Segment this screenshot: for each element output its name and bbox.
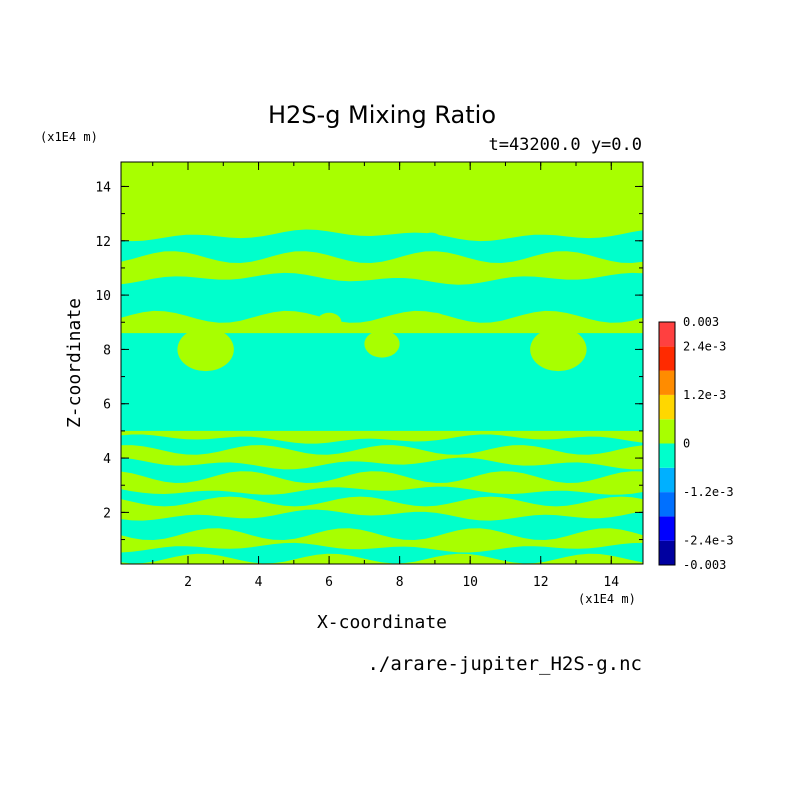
chart-title: H2S-g Mixing Ratio — [268, 101, 496, 129]
plot-frame — [120, 161, 644, 565]
field-feature — [364, 330, 400, 358]
field-band — [121, 457, 643, 483]
colorbar-segment — [659, 370, 675, 395]
field-feature — [530, 327, 587, 372]
y-tick-label: 8 — [103, 343, 111, 358]
colorbar-frame — [658, 321, 676, 566]
y-tick-label: 14 — [95, 180, 111, 195]
y-tick-label: 12 — [95, 235, 111, 250]
x-tick-label: 8 — [396, 575, 404, 590]
x-axis: 2 4 6 8 10 12 14 — [152, 162, 619, 590]
colorbar-segment — [659, 516, 675, 541]
y-tick-label: 4 — [103, 452, 111, 467]
colorbar-segment — [659, 540, 675, 565]
source-file-label: ./arare-jupiter_H2S-g.nc — [367, 653, 642, 675]
field-feature — [420, 232, 442, 249]
field-band — [121, 509, 643, 540]
x-tick-label: 12 — [533, 575, 549, 590]
colorbar-segment — [659, 467, 675, 493]
z-unit-label: (x1E4 m) — [40, 130, 98, 144]
y-axis: 2 4 6 8 10 12 14 — [95, 180, 643, 541]
colorbar: 0.003 2.4e-3 1.2e-3 0 -1.2e-3 -2.4e-3 -0.003 — [658, 315, 734, 572]
colorbar-label: 2.4e-3 — [683, 339, 726, 353]
colorbar-segment — [659, 492, 675, 517]
colorbar-label: -2.4e-3 — [683, 534, 734, 548]
x-axis-label: X-coordinate — [317, 612, 447, 633]
x-tick-label: 6 — [325, 575, 333, 590]
chart-subtitle: t=43200.0 y=0.0 — [488, 135, 642, 155]
x-tick-label: 14 — [603, 575, 619, 590]
x-tick-label: 4 — [255, 575, 263, 590]
x-tick-label: 2 — [184, 575, 192, 590]
colorbar-segment — [659, 346, 675, 371]
colorbar-segment — [659, 322, 675, 347]
field-band — [121, 486, 643, 507]
field-feature — [316, 312, 342, 332]
x-unit-label: (x1E4 m) — [578, 592, 636, 606]
y-tick-label: 6 — [103, 398, 111, 413]
colorbar-segment — [659, 419, 675, 444]
field-band — [121, 434, 643, 455]
field-band — [121, 542, 643, 564]
colorbar-segment — [659, 394, 675, 420]
contour-field — [121, 162, 643, 564]
colorbar-label: 0.003 — [683, 315, 719, 329]
colorbar-label: -0.003 — [683, 558, 726, 572]
y-tick-label: 2 — [103, 506, 111, 521]
y-axis-label: Z-coordinate — [64, 298, 85, 428]
field-feature — [322, 232, 344, 249]
colorbar-label: -1.2e-3 — [683, 485, 734, 499]
x-tick-label: 10 — [462, 575, 478, 590]
field-feature — [177, 327, 234, 372]
field-band — [121, 229, 643, 263]
colorbar-label: 1.2e-3 — [683, 388, 726, 402]
colorbar-segment — [659, 443, 675, 468]
field-feature — [422, 312, 448, 332]
y-tick-label: 10 — [95, 289, 111, 304]
colorbar-label: 0 — [683, 437, 690, 451]
field-band — [121, 272, 643, 323]
field-band — [121, 162, 643, 236]
